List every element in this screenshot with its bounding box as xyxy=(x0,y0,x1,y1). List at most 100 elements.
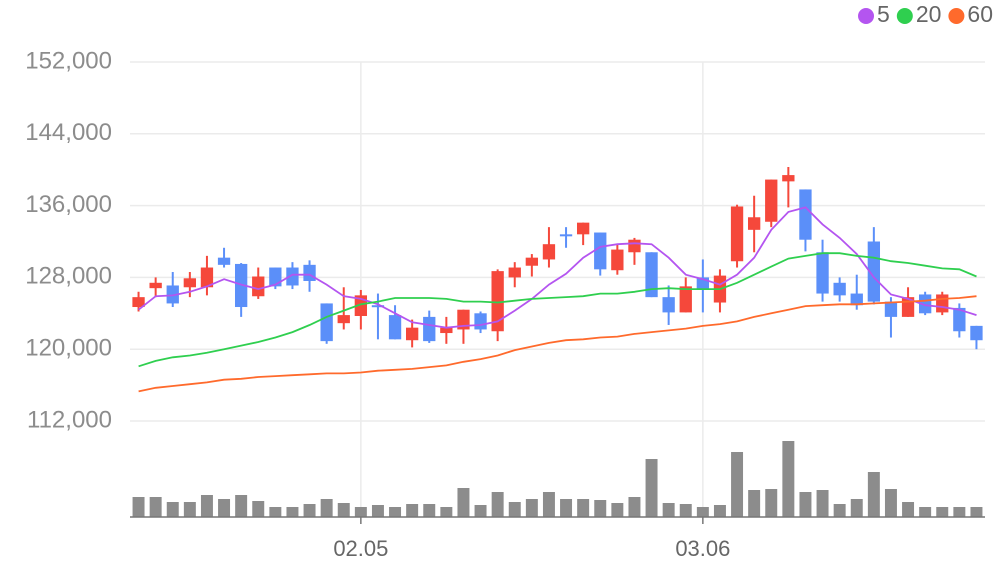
candle-body xyxy=(337,315,350,324)
volume-bar xyxy=(594,500,607,517)
candle-body xyxy=(833,282,846,296)
candle-body xyxy=(132,297,145,308)
volume-bar xyxy=(713,505,726,517)
volume-bar xyxy=(662,503,675,517)
candle-body xyxy=(371,305,385,308)
volume-bar xyxy=(508,502,521,517)
volume-bar xyxy=(884,489,897,517)
candle-body xyxy=(405,327,419,341)
y-tick-label: 136,000 xyxy=(25,191,112,218)
candle-body xyxy=(252,276,265,297)
candle-body xyxy=(474,313,487,330)
candle-body xyxy=(320,303,333,342)
candle-body xyxy=(782,175,795,182)
y-tick-label: 144,000 xyxy=(25,119,112,146)
candle-body xyxy=(440,327,453,334)
volume-bar xyxy=(611,503,624,517)
volume-bar xyxy=(816,490,829,517)
volume-bar xyxy=(748,490,761,517)
volume-bar xyxy=(782,441,795,517)
volume-bar xyxy=(833,504,846,517)
candle-body xyxy=(970,325,983,341)
volume-bar xyxy=(320,499,333,517)
volume-bar xyxy=(953,507,966,517)
volume-bar xyxy=(628,497,641,517)
ma-line xyxy=(138,252,977,368)
candle-body xyxy=(303,264,316,281)
candle-body xyxy=(747,217,761,230)
candle-body xyxy=(457,309,470,330)
volume-bar xyxy=(491,492,504,517)
candle-body xyxy=(645,252,658,298)
volume-bar xyxy=(645,459,658,517)
volume-bar xyxy=(218,499,231,517)
volume-bar xyxy=(303,504,316,517)
candle-body xyxy=(611,249,624,271)
volume-bar xyxy=(765,489,778,517)
volume-bar xyxy=(696,507,709,517)
volume-bar xyxy=(799,492,812,517)
candle-body xyxy=(884,301,898,317)
candle-body xyxy=(525,257,539,266)
candle-body xyxy=(269,267,282,287)
ma-line xyxy=(138,295,977,393)
candle-body xyxy=(918,294,932,314)
volume-bar xyxy=(525,499,538,517)
candle-body xyxy=(286,267,299,286)
volume-bar xyxy=(371,505,384,517)
legend-dot xyxy=(896,8,913,24)
volume-bar xyxy=(166,502,179,517)
volume-bar xyxy=(337,503,350,517)
candle-body xyxy=(388,315,402,340)
candle-body xyxy=(850,293,863,306)
candle-body xyxy=(508,267,521,278)
candle-body xyxy=(542,244,556,260)
volume-bar xyxy=(149,497,162,517)
volume-bar xyxy=(457,488,470,517)
volume-bar xyxy=(474,505,487,517)
candle-body xyxy=(183,278,197,288)
legend-label: 20 xyxy=(916,1,942,27)
volume-bar xyxy=(423,504,436,517)
volume-bar xyxy=(577,499,590,517)
candle-body xyxy=(576,222,590,235)
volume-bar xyxy=(286,507,299,517)
volume-bar xyxy=(389,507,402,517)
candle-body xyxy=(166,285,179,304)
candle-body xyxy=(662,297,675,313)
y-tick-label: 120,000 xyxy=(25,335,112,362)
candle-body xyxy=(628,239,641,253)
volume-bar xyxy=(902,502,915,517)
candle-body xyxy=(423,316,436,342)
candle-body xyxy=(149,282,162,289)
candle-body xyxy=(559,234,573,237)
ma-line xyxy=(138,206,977,329)
volume-bar xyxy=(970,507,983,517)
candle-body xyxy=(730,206,744,262)
candle-body xyxy=(816,252,829,294)
volume-bar xyxy=(936,507,949,517)
x-tick-label: 03.06 xyxy=(675,536,730,561)
volume-bar xyxy=(679,504,692,517)
candle-body xyxy=(594,232,607,270)
volume-bar xyxy=(850,499,863,517)
volume-bar xyxy=(542,492,555,517)
candle-body xyxy=(200,267,214,288)
volume-bar xyxy=(200,495,213,517)
candle-body xyxy=(936,294,949,313)
x-tick-label: 02.05 xyxy=(333,536,388,561)
candle-body xyxy=(491,271,504,332)
legend-label: 5 xyxy=(877,1,890,27)
volume-bar xyxy=(731,452,744,517)
candle-body xyxy=(765,179,778,222)
volume-bar xyxy=(406,504,419,517)
candle-body xyxy=(679,286,692,313)
volume-bar xyxy=(354,507,367,517)
candle-body xyxy=(799,189,812,240)
volume-bar xyxy=(440,507,453,517)
y-tick-label: 152,000 xyxy=(25,47,112,74)
legend-dot xyxy=(858,8,875,24)
volume-bar xyxy=(867,472,880,517)
